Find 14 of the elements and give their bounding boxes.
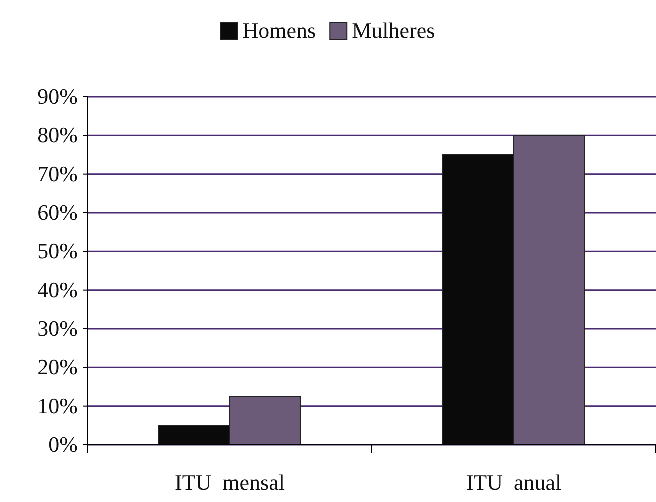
y-tick-label: 70% [38, 161, 78, 186]
y-tick-label: 20% [38, 354, 78, 380]
legend-label: Homens [242, 18, 316, 43]
y-tick-label: 50% [38, 238, 78, 264]
x-tick-label: ITU mensal [175, 470, 285, 495]
y-tick-label: 60% [38, 200, 78, 226]
y-tick-label: 10% [38, 393, 78, 418]
legend-label: Mulheres [352, 18, 436, 43]
y-tick-label: 90% [38, 84, 78, 110]
y-tick-label: 80% [38, 122, 78, 148]
x-tick-label: ITU anual [466, 470, 562, 495]
y-tick-label: 0% [48, 432, 78, 458]
y-tick-label: 40% [38, 277, 78, 302]
y-tick-label: 30% [38, 316, 78, 342]
